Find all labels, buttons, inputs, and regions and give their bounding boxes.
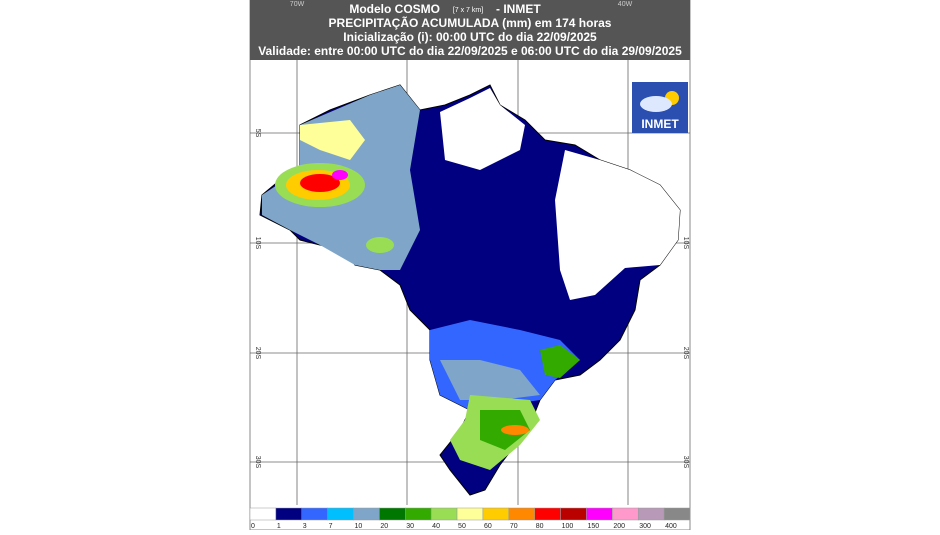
colorbar-box (534, 507, 561, 521)
colorbar-label: 20 (380, 523, 388, 530)
colorbar-box (301, 507, 328, 521)
header-box (250, 0, 690, 60)
colorbar-box (327, 507, 354, 521)
colorbar-label: 300 (639, 523, 651, 530)
colorbar-label: 30 (406, 523, 414, 530)
colorbar-label: 0 (251, 523, 255, 530)
validity: Validade: entre 00:00 UTC do dia 22/09/2… (258, 44, 682, 58)
colorbar-box (249, 507, 277, 521)
colorbar-box (560, 507, 587, 521)
colorbar-label: 3 (303, 523, 307, 530)
lat-labels: 5S 10S 20S 30S 10S 20S 30S (254, 129, 689, 469)
colorbar-box (482, 507, 510, 521)
colorbar-label: 70 (510, 523, 518, 530)
logo: INMET (632, 82, 688, 133)
colorbar-box (586, 507, 613, 521)
colorbar-box (379, 507, 406, 521)
colorbar-label: 1 (277, 523, 281, 530)
colorbar-label: 50 (458, 523, 466, 530)
colorbar-label: 400 (665, 523, 677, 530)
lat-label: 30S (254, 456, 261, 469)
colorbar-label: 10 (355, 523, 363, 530)
colorbar-label: 100 (562, 523, 574, 530)
lat-label: 10S (254, 237, 261, 250)
colorbar-label: 7 (329, 523, 333, 530)
lat-label: 20S (682, 347, 689, 360)
colorbar-label: 150 (587, 523, 599, 530)
colorbar-box (405, 507, 432, 521)
colorbar-label: 200 (613, 523, 625, 530)
colorbar-box (456, 507, 484, 521)
brazil-map (259, 84, 681, 496)
colorbar-box (612, 507, 639, 521)
resolution: [7 x 7 km] (453, 7, 483, 14)
lat-label: 30S (682, 456, 689, 469)
title: PRECIPITAÇÃO ACUMULADA (mm) em 174 horas (329, 15, 612, 30)
init-time: Inicialização (i): 00:00 UTC do dia 22/0… (343, 30, 597, 44)
logo-cloud (640, 96, 672, 112)
model-name: Modelo COSMO (349, 2, 440, 16)
colorbar-box (353, 507, 380, 521)
colorbar-box (508, 507, 535, 521)
colorbar-box (275, 507, 303, 521)
source: - INMET (496, 2, 541, 16)
lat-label: 10S (682, 237, 689, 250)
colorbar: 0 1 3 7 10 20 30 40 50 60 70 80 100 150 200 300 400 (249, 507, 691, 530)
lat-label: 20S (254, 347, 261, 360)
colorbar-label: 60 (484, 523, 492, 530)
colorbar-box (663, 507, 691, 521)
lon-label: 70W (290, 1, 305, 8)
lat-label: 5S (254, 129, 261, 138)
colorbar-label: 40 (432, 523, 440, 530)
colorbar-box (430, 507, 458, 521)
lon-label: 40W (618, 1, 633, 8)
colorbar-label: 80 (536, 523, 544, 530)
colorbar-box (637, 507, 665, 521)
logo-text: INMET (641, 117, 679, 131)
